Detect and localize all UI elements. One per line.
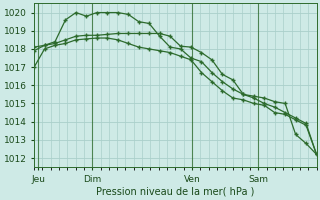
- X-axis label: Pression niveau de la mer( hPa ): Pression niveau de la mer( hPa ): [96, 187, 254, 197]
